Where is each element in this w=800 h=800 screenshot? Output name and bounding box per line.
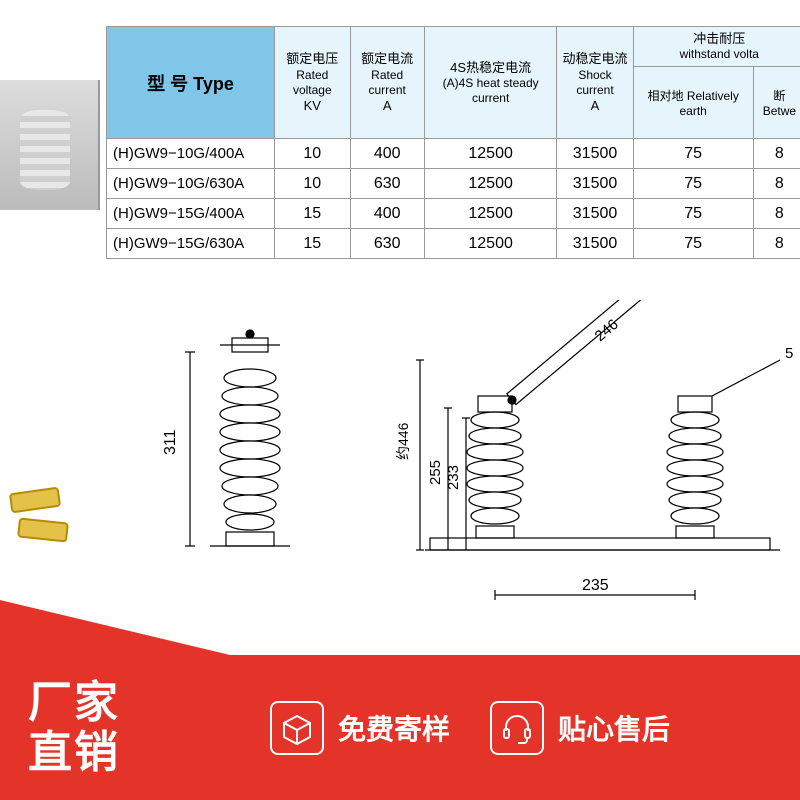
row3-c: 630 <box>350 229 424 259</box>
row1-h: 12500 <box>424 169 557 199</box>
headset-icon <box>490 701 544 755</box>
row2-b: 8 <box>753 199 800 229</box>
banner-wedge <box>0 600 230 655</box>
break-cn: 断 <box>773 89 785 103</box>
row3-v: 15 <box>275 229 351 259</box>
current-cn: 额定电流 <box>353 51 422 67</box>
row2-s: 31500 <box>557 199 633 229</box>
dim-311: 311 <box>162 429 179 455</box>
current-header: 额定电流 Rated current A <box>350 27 424 139</box>
row0-e: 75 <box>633 139 753 169</box>
table-row: (H)GW9−10G/630A 10 630 12500 31500 75 8 <box>107 169 800 199</box>
type-header: 型 号 Type <box>107 27 275 139</box>
withstand-header: 冲击耐压 withstand volta <box>633 27 800 67</box>
row0-v: 10 <box>275 139 351 169</box>
heat-cn: 4S热稳定电流 <box>427 60 555 76</box>
row1-b: 8 <box>753 169 800 199</box>
withstand-cn: 冲击耐压 <box>636 31 800 47</box>
table-row: (H)GW9−15G/400A 15 400 12500 31500 75 8 <box>107 199 800 229</box>
row1-e: 75 <box>633 169 753 199</box>
banner-title-block: 厂家 直销 <box>0 678 230 777</box>
row0-b: 8 <box>753 139 800 169</box>
dim-255: 255 <box>427 460 444 485</box>
shock-unit: A <box>559 98 630 114</box>
brass-clip-2 <box>17 517 69 542</box>
dim-5: 5 <box>785 345 793 362</box>
row2-e: 75 <box>633 199 753 229</box>
earth-en: Relatively earth <box>679 89 738 118</box>
voltage-en: Rated voltage <box>277 68 348 98</box>
clip-product-photo <box>0 480 80 560</box>
box-icon <box>270 701 324 755</box>
dim-446: 约446 <box>395 422 411 460</box>
brass-clip-1 <box>9 487 61 514</box>
row1-s: 31500 <box>557 169 633 199</box>
insulator-product-photo <box>0 80 100 210</box>
feature1-label: 免费寄样 <box>338 708 450 748</box>
dim-233: 233 <box>445 465 462 490</box>
earth-cn: 相对地 <box>647 89 683 103</box>
shock-header: 动稳定电流 Shock current A <box>557 27 633 139</box>
row0-h: 12500 <box>424 139 557 169</box>
engineering-drawing: 311 <box>120 300 800 650</box>
voltage-cn: 额定电压 <box>277 51 348 67</box>
promo-banner: 厂家 直销 免费寄样 贴心售后 <box>0 655 800 800</box>
row0-s: 31500 <box>557 139 633 169</box>
row2-v: 15 <box>275 199 351 229</box>
row3-h: 12500 <box>424 229 557 259</box>
row3-b: 8 <box>753 229 800 259</box>
feature-free-sample: 免费寄样 <box>270 701 450 755</box>
banner-title-line2: 直销 <box>28 728 230 777</box>
row2-c: 400 <box>350 199 424 229</box>
row1-c: 630 <box>350 169 424 199</box>
shock-cn: 动稳定电流 <box>559 51 630 67</box>
voltage-header: 额定电压 Rated voltage KV <box>275 27 351 139</box>
row3-s: 31500 <box>557 229 633 259</box>
voltage-unit: KV <box>277 98 348 114</box>
table-row: (H)GW9−10G/400A 10 400 12500 31500 75 8 <box>107 139 800 169</box>
dim-235: 235 <box>582 577 609 594</box>
shock-en: Shock current <box>559 68 630 98</box>
break-en: Betwe <box>763 104 796 118</box>
current-en: Rated current <box>353 68 422 98</box>
row1-v: 10 <box>275 169 351 199</box>
table-row: (H)GW9−15G/630A 15 630 12500 31500 75 8 <box>107 229 800 259</box>
row2-type: (H)GW9−15G/400A <box>107 199 275 229</box>
row0-type: (H)GW9−10G/400A <box>107 139 275 169</box>
row2-h: 12500 <box>424 199 557 229</box>
dim-246: 246 <box>592 316 622 345</box>
row1-type: (H)GW9−10G/630A <box>107 169 275 199</box>
banner-features: 免费寄样 贴心售后 <box>230 701 800 755</box>
current-unit: A <box>353 98 422 114</box>
row0-c: 400 <box>350 139 424 169</box>
feature2-label: 贴心售后 <box>558 708 670 748</box>
break-subheader: 断 Betwe <box>753 67 800 139</box>
earth-subheader: 相对地 Relatively earth <box>633 67 753 139</box>
feature-after-sales: 贴心售后 <box>490 701 670 755</box>
row3-type: (H)GW9−15G/630A <box>107 229 275 259</box>
withstand-en: withstand volta <box>636 47 800 62</box>
heat-header: 4S热稳定电流 (A)4S heat steady current <box>424 27 557 139</box>
heat-en: (A)4S heat steady current <box>427 76 555 106</box>
row3-e: 75 <box>633 229 753 259</box>
spec-table: 型 号 Type 额定电压 Rated voltage KV 额定电流 Rate… <box>106 26 800 259</box>
banner-title-line1: 厂家 <box>28 678 230 727</box>
